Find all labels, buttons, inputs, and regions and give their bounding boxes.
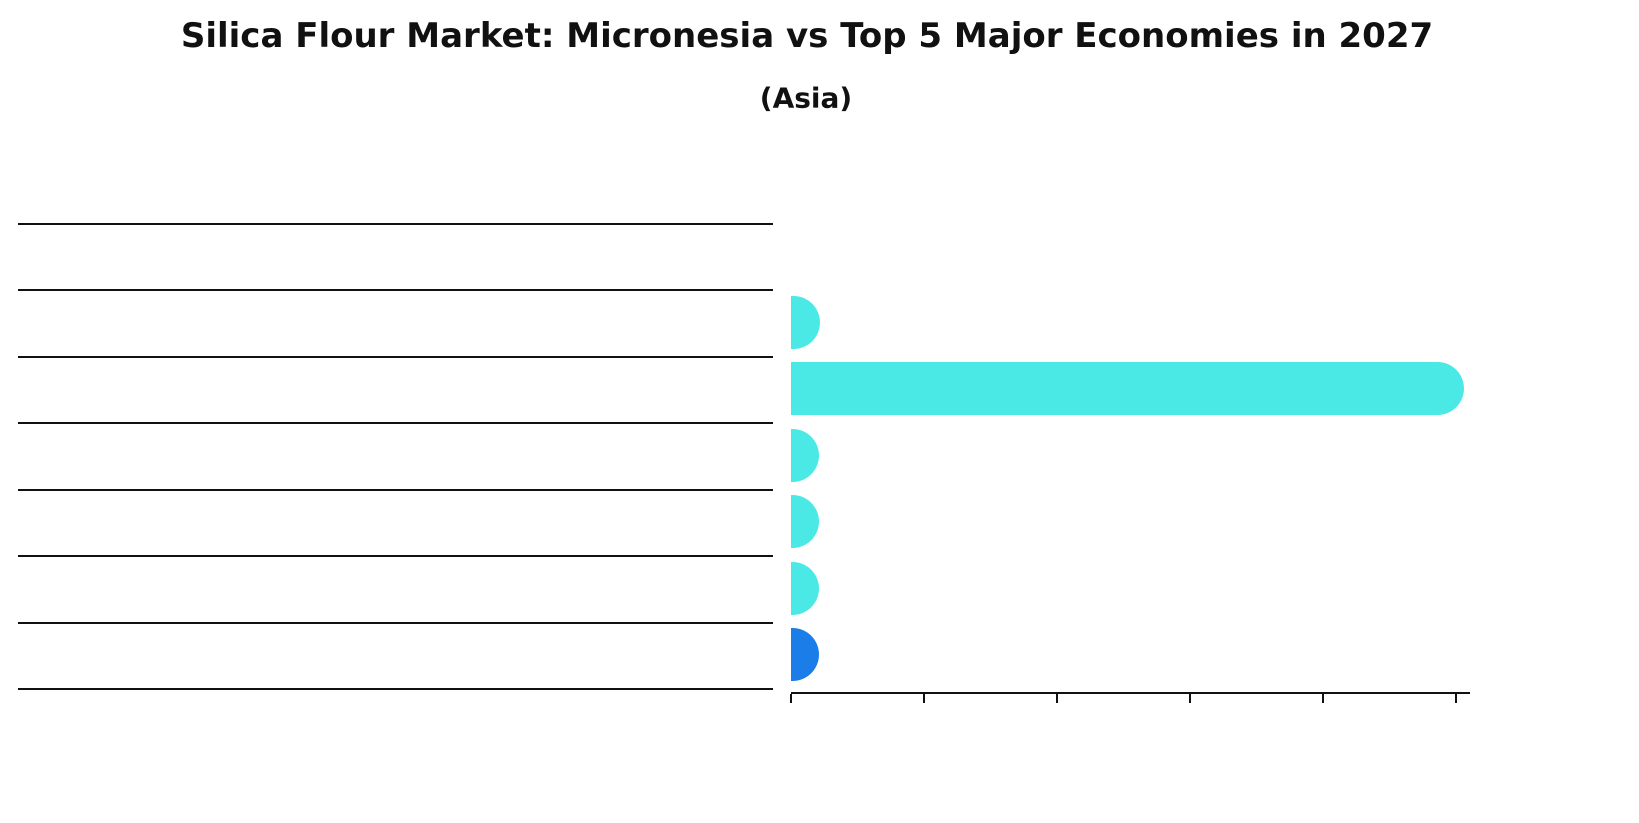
bar-micronesia (791, 628, 819, 681)
x-tick-mark (790, 694, 792, 703)
table-row-rule (18, 488, 773, 491)
table-header-rule (18, 289, 773, 291)
table-row-rule (18, 422, 773, 424)
x-tick-mark (1189, 694, 1191, 703)
x-tick-mark (1455, 694, 1457, 703)
bar-india (791, 362, 1464, 415)
bar-korea (791, 561, 819, 615)
table-row-rule (18, 355, 773, 358)
table-row-rule (18, 688, 773, 690)
x-tick-mark (923, 694, 925, 703)
bar-japan (791, 428, 819, 482)
table-row-rule (18, 555, 773, 557)
x-axis-line (791, 692, 1470, 694)
bar-china (791, 295, 820, 349)
table-row-rule (18, 621, 773, 624)
bar-australia (791, 495, 819, 548)
table-top-rule (18, 223, 773, 225)
chart-subtitle: (Asia) (759, 81, 853, 115)
x-tick-mark (1056, 694, 1058, 703)
chart-title: Silica Flour Market: Micronesia vs Top 5… (180, 16, 1434, 56)
x-tick-mark (1322, 694, 1324, 703)
